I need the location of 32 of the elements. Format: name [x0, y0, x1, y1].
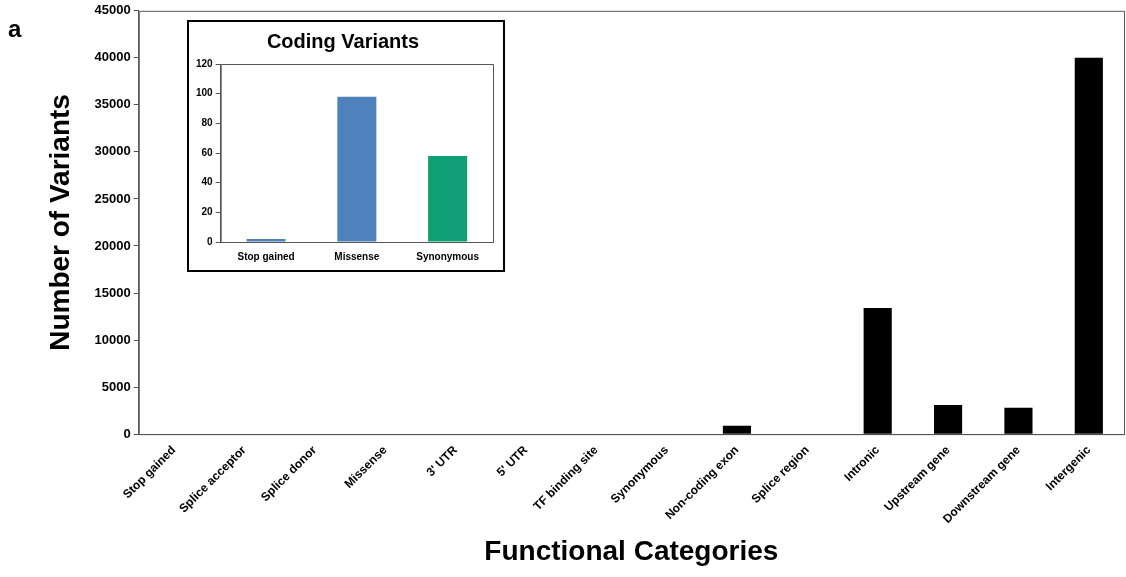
y-tick-label: 30000	[94, 143, 131, 159]
y-axis-title: Number of Variants	[43, 94, 75, 351]
y-tick-label: 45000	[94, 2, 131, 18]
bar	[246, 239, 286, 242]
y-tick-label: 120	[196, 57, 214, 69]
chart-title: Coding Variants	[266, 29, 420, 52]
bar	[933, 404, 963, 434]
bar	[428, 155, 468, 242]
y-tick-label: 80	[201, 117, 214, 129]
bar	[722, 425, 752, 434]
y-tick-label: 10000	[94, 331, 131, 347]
y-tick-label: 5000	[101, 378, 131, 394]
bar	[337, 96, 377, 242]
x-tick-label: Synonymous	[416, 250, 480, 262]
y-tick-label: 0	[123, 425, 131, 441]
x-tick-label: Missense	[334, 250, 380, 262]
y-tick-label: 20	[201, 206, 214, 218]
y-tick-label: 40000	[94, 49, 131, 65]
y-tick-label: 35000	[94, 96, 131, 112]
y-tick-label: 40	[201, 176, 214, 188]
text: a	[8, 14, 22, 42]
bar	[1004, 407, 1033, 434]
y-tick-label: 100	[196, 87, 214, 99]
y-tick-label: 25000	[94, 190, 131, 206]
x-tick-label: Stop gained	[237, 250, 295, 262]
bar	[863, 308, 892, 434]
x-axis-title: Functional Categories	[484, 534, 779, 566]
y-tick-label: 0	[207, 235, 214, 247]
y-tick-label: 15000	[94, 284, 131, 300]
y-tick-label: 60	[201, 146, 214, 158]
y-tick-label: 20000	[94, 237, 131, 253]
bar	[1074, 57, 1103, 434]
